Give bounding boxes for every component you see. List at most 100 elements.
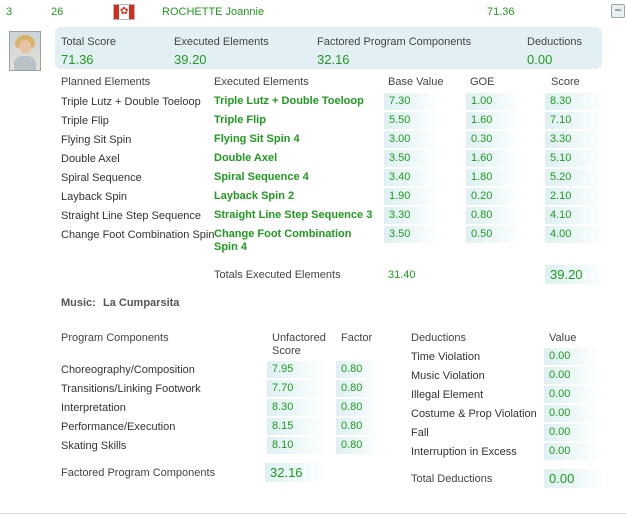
- element-score: 5.20: [545, 169, 606, 186]
- planned-element: Change Foot Combination Spin: [61, 229, 215, 241]
- canada-flag-icon: ✿: [113, 4, 135, 20]
- deduction-name: Time Violation: [411, 351, 481, 363]
- executed-element: Layback Spin 2: [214, 190, 295, 202]
- deduction-value: 0.00: [544, 367, 599, 384]
- planned-element: Straight Line Step Sequence: [61, 210, 202, 222]
- planned-element: Layback Spin: [61, 191, 128, 203]
- factored-pc-value: 32.16: [317, 52, 350, 67]
- component-name: Skating Skills: [61, 440, 127, 452]
- goe-value: 0.80: [466, 207, 521, 224]
- base-value: 3.30: [384, 207, 439, 224]
- factored-pc-total: 32.16: [265, 463, 326, 482]
- music-label: Music:: [61, 297, 96, 309]
- executed-element-continued: Spin 4: [214, 241, 248, 253]
- deduction-value: 0.00: [544, 443, 599, 460]
- executed-elements-header: Executed Elements: [214, 76, 309, 88]
- skater-name[interactable]: ROCHETTE Joannie: [162, 6, 265, 18]
- deduction-value: 0.00: [544, 405, 599, 422]
- executed-element: Triple Lutz + Double Toeloop: [214, 95, 364, 107]
- factor-header: Factor: [341, 332, 373, 344]
- start-number: 26: [51, 6, 64, 18]
- base-value: 1.90: [384, 188, 439, 205]
- deductions-value: 0.00: [527, 52, 553, 67]
- factored-pc-label: Factored Program Components: [317, 36, 472, 48]
- totals-executed-score: 39.20: [545, 265, 606, 284]
- total-score-label: Total Score: [61, 36, 117, 48]
- goe-value: 1.00: [466, 93, 521, 110]
- goe-value: 0.50: [466, 226, 521, 243]
- goe-value: 1.60: [466, 112, 521, 129]
- deduction-value: 0.00: [544, 348, 599, 365]
- skater-photo: [9, 31, 41, 71]
- total-deductions-label: Total Deductions: [411, 473, 493, 485]
- deduction-value: 0.00: [544, 424, 599, 441]
- segment-score: 71.36: [487, 6, 515, 18]
- base-value: 3.00: [384, 131, 439, 148]
- totals-base-value: 31.40: [388, 269, 416, 281]
- factored-pc-total-label: Factored Program Components: [61, 467, 216, 479]
- deduction-value-header: Value: [549, 332, 577, 344]
- divider: [0, 513, 627, 514]
- component-factor: 0.80: [336, 418, 379, 435]
- base-value: 5.50: [384, 112, 439, 129]
- executed-elements-label: Executed Elements: [174, 36, 269, 48]
- component-name: Choreography/Composition: [61, 364, 195, 376]
- base-value: 3.50: [384, 150, 439, 167]
- deduction-name: Illegal Element: [411, 389, 484, 401]
- executed-element: Flying Sit Spin 4: [214, 133, 300, 145]
- planned-element: Flying Sit Spin: [61, 134, 132, 146]
- component-score: 7.95: [267, 361, 326, 378]
- component-name: Transitions/Linking Footwork: [61, 383, 201, 395]
- executed-element: Straight Line Step Sequence 3: [214, 209, 373, 221]
- program-components-header: Program Components: [61, 332, 169, 344]
- score-header: Score: [551, 76, 580, 88]
- component-factor: 0.80: [336, 380, 379, 397]
- goe-value: 0.20: [466, 188, 521, 205]
- planned-elements-header: Planned Elements: [61, 76, 151, 88]
- goe-header: GOE: [470, 76, 495, 88]
- goe-value: 0.30: [466, 131, 521, 148]
- base-value: 3.50: [384, 226, 439, 243]
- base-value: 7.30: [384, 93, 439, 110]
- executed-element: Triple Flip: [214, 114, 266, 126]
- planned-element: Double Axel: [61, 153, 120, 165]
- executed-element: Change Foot Combination: [214, 228, 352, 240]
- component-score: 8.15: [267, 418, 326, 435]
- component-name: Interpretation: [61, 402, 126, 414]
- score-summary-panel: [55, 27, 602, 69]
- element-score: 4.00: [545, 226, 606, 243]
- total-deductions-value: 0.00: [544, 469, 605, 488]
- component-score: 8.30: [267, 399, 326, 416]
- element-score: 2.10: [545, 188, 606, 205]
- executed-element: Double Axel: [214, 152, 278, 164]
- unfactored-score-header-line2: Score: [272, 345, 301, 357]
- deduction-name: Interruption in Excess: [411, 446, 517, 458]
- rank: 3: [6, 6, 13, 18]
- deduction-name: Music Violation: [411, 370, 485, 382]
- deduction-value: 0.00: [544, 386, 599, 403]
- deduction-name: Fall: [411, 427, 429, 439]
- component-score: 8.10: [267, 437, 326, 454]
- collapse-button[interactable]: −: [611, 4, 625, 18]
- totals-executed-label: Totals Executed Elements: [214, 269, 341, 281]
- deduction-name: Costume & Prop Violation: [411, 408, 537, 420]
- component-factor: 0.80: [336, 399, 379, 416]
- element-score: 8.30: [545, 93, 606, 110]
- planned-element: Spiral Sequence: [61, 172, 142, 184]
- element-score: 4.10: [545, 207, 606, 224]
- unfactored-score-header: Unfactored: [272, 332, 326, 344]
- component-name: Performance/Execution: [61, 421, 176, 433]
- element-score: 7.10: [545, 112, 606, 129]
- planned-element: Triple Flip: [61, 115, 109, 127]
- executed-elements-value: 39.20: [174, 52, 207, 67]
- goe-value: 1.80: [466, 169, 521, 186]
- executed-element: Spiral Sequence 4: [214, 171, 309, 183]
- base-value: 3.40: [384, 169, 439, 186]
- goe-value: 1.60: [466, 150, 521, 167]
- planned-element: Triple Lutz + Double Toeloop: [61, 96, 201, 108]
- component-factor: 0.80: [336, 361, 379, 378]
- component-score: 7.70: [267, 380, 326, 397]
- element-score: 3.30: [545, 131, 606, 148]
- component-factor: 0.80: [336, 437, 379, 454]
- deductions-header: Deductions: [411, 332, 467, 344]
